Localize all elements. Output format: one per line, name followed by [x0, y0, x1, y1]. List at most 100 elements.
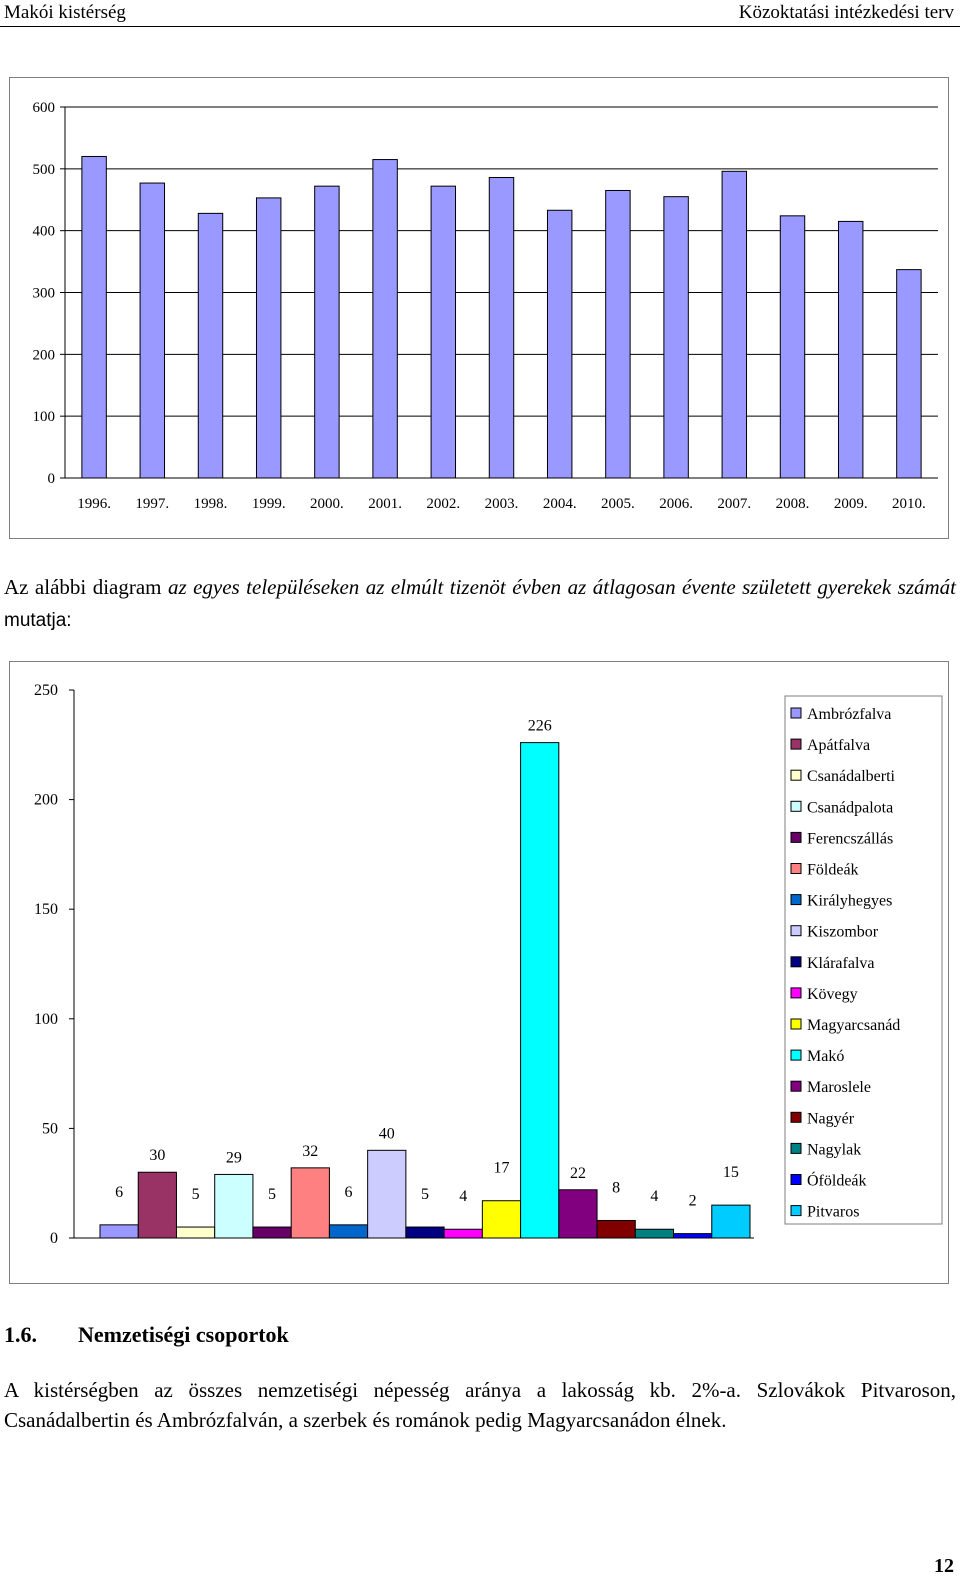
- legend-swatch: [790, 1018, 802, 1030]
- x-tick-label: 2009.: [834, 496, 868, 512]
- section-title: Nemzetiségi csoportok: [78, 1322, 289, 1347]
- x-tick-label: 2007.: [717, 496, 751, 512]
- data-label: 30: [149, 1147, 165, 1164]
- intro-end: mutatja:: [4, 610, 72, 631]
- births-by-settlement-chart-svg: 0 50 100 150 200 250 6 30 5 29 5 32 6 40 5 4 17 226 22 8 4 2 1…: [34, 682, 943, 1247]
- y-tick-label: 500: [33, 162, 56, 178]
- x-tick-label: 1997.: [135, 496, 169, 512]
- legend-swatch: [790, 925, 802, 937]
- bar: [605, 189, 631, 479]
- x-tick-label: 2000.: [310, 496, 344, 512]
- bar: [214, 1173, 254, 1239]
- bar: [443, 1228, 483, 1239]
- legend-swatch: [790, 769, 802, 781]
- legend-label: Pitvaros: [807, 1204, 859, 1221]
- legend-label: Óföldeák: [807, 1171, 867, 1190]
- bar: [405, 1226, 445, 1239]
- legend-label: Apátfalva: [807, 737, 870, 754]
- bar: [721, 170, 748, 479]
- legend-label: Földeák: [807, 862, 859, 879]
- bar: [139, 182, 166, 479]
- y-tick-label: 100: [33, 409, 56, 425]
- section-heading: 1.6. Nemzetiségi csoportok: [4, 1322, 289, 1348]
- legend-swatch: [790, 800, 802, 812]
- x-tick-label: 2003.: [485, 496, 519, 512]
- legend-label: Nagyér: [807, 1110, 855, 1127]
- bar: [520, 742, 560, 1239]
- legend-label: Kövegy: [807, 986, 858, 1003]
- bar: [367, 1149, 407, 1239]
- legend-swatch: [790, 894, 802, 906]
- data-label: 40: [379, 1125, 395, 1142]
- legend-swatch: [790, 738, 802, 750]
- legend-label: Királyhegyes: [807, 893, 892, 910]
- legend-swatch: [790, 1111, 802, 1123]
- bar: [175, 1226, 216, 1239]
- legend-swatch: [790, 831, 802, 843]
- bar: [372, 159, 398, 479]
- y-tick-label: 0: [48, 471, 56, 487]
- x-tick-label: 1996.: [77, 496, 111, 512]
- bar: [673, 1233, 713, 1239]
- data-label: 4: [650, 1188, 658, 1205]
- bar: [711, 1204, 751, 1239]
- legend-swatch: [790, 1049, 802, 1061]
- intro-paragraph: Az alábbi diagram az egyes településeken…: [4, 572, 956, 636]
- bar: [328, 1224, 369, 1239]
- births-by-year-chart: 0 100 200 300 400 500 600 1996. 1997. 1998. 1999. 2…: [9, 77, 949, 539]
- data-label: 29: [226, 1149, 242, 1166]
- bar: [81, 155, 107, 479]
- legend-swatch: [790, 956, 802, 968]
- y-tick-label: 200: [34, 792, 58, 809]
- data-label: 15: [723, 1164, 739, 1181]
- legend-swatch: [790, 1205, 802, 1217]
- x-tick-label: 2008.: [776, 496, 810, 512]
- data-label: 5: [421, 1186, 429, 1203]
- legend-label: Magyarcsanád: [807, 1017, 900, 1034]
- y-tick-label: 100: [34, 1011, 58, 1028]
- intro-emphasis: az egyes településeken az elmúlt tizenöt…: [167, 575, 956, 599]
- bar: [896, 269, 922, 479]
- legend-label: Ambrózfalva: [807, 706, 891, 723]
- x-tick-label: 1998.: [194, 496, 228, 512]
- data-label: 22: [570, 1165, 586, 1182]
- legend-label: Maroslele: [807, 1079, 871, 1096]
- bar: [546, 209, 573, 479]
- y-tick-label: 600: [33, 100, 56, 116]
- data-label: 2: [689, 1193, 697, 1210]
- data-label: 5: [192, 1186, 200, 1203]
- bar: [430, 185, 457, 479]
- bar: [663, 196, 689, 479]
- y-tick-label: 150: [34, 901, 58, 918]
- y-tick-label: 250: [34, 682, 58, 699]
- legend-label: Nagylak: [807, 1141, 861, 1158]
- legend-label: Csanádalberti: [807, 768, 896, 785]
- bar: [634, 1228, 675, 1239]
- x-tick-label: 2004.: [543, 496, 577, 512]
- y-tick-label: 300: [33, 286, 56, 302]
- bar: [558, 1189, 598, 1239]
- data-label: 5: [268, 1186, 276, 1203]
- section-number: 1.6.: [4, 1322, 37, 1347]
- legend-label: Makó: [807, 1048, 844, 1065]
- x-tick-label: 2006.: [659, 496, 693, 512]
- body-paragraph: A kistérségben az összes nemzetiségi nép…: [4, 1378, 956, 1432]
- header-right-title: Közoktatási intézkedési terv: [738, 2, 954, 23]
- legend-label: Kiszombor: [807, 924, 879, 941]
- bar: [779, 215, 806, 479]
- data-label: 226: [528, 718, 552, 735]
- bar: [290, 1167, 330, 1239]
- data-label: 4: [459, 1188, 467, 1205]
- header-left-title: Makói kistérség: [4, 2, 126, 23]
- y-tick-label: 0: [50, 1230, 58, 1247]
- bar: [252, 1226, 292, 1239]
- x-tick-label: 2001.: [368, 496, 402, 512]
- y-tick-label: 400: [33, 224, 56, 240]
- bar: [314, 185, 340, 479]
- legend-swatch: [790, 987, 802, 999]
- legend-swatch: [790, 707, 802, 719]
- legend-label: Csanádpalota: [807, 799, 893, 816]
- intro-start: Az alábbi diagram: [4, 575, 168, 599]
- bar: [137, 1171, 177, 1239]
- y-tick-label: 200: [33, 347, 56, 363]
